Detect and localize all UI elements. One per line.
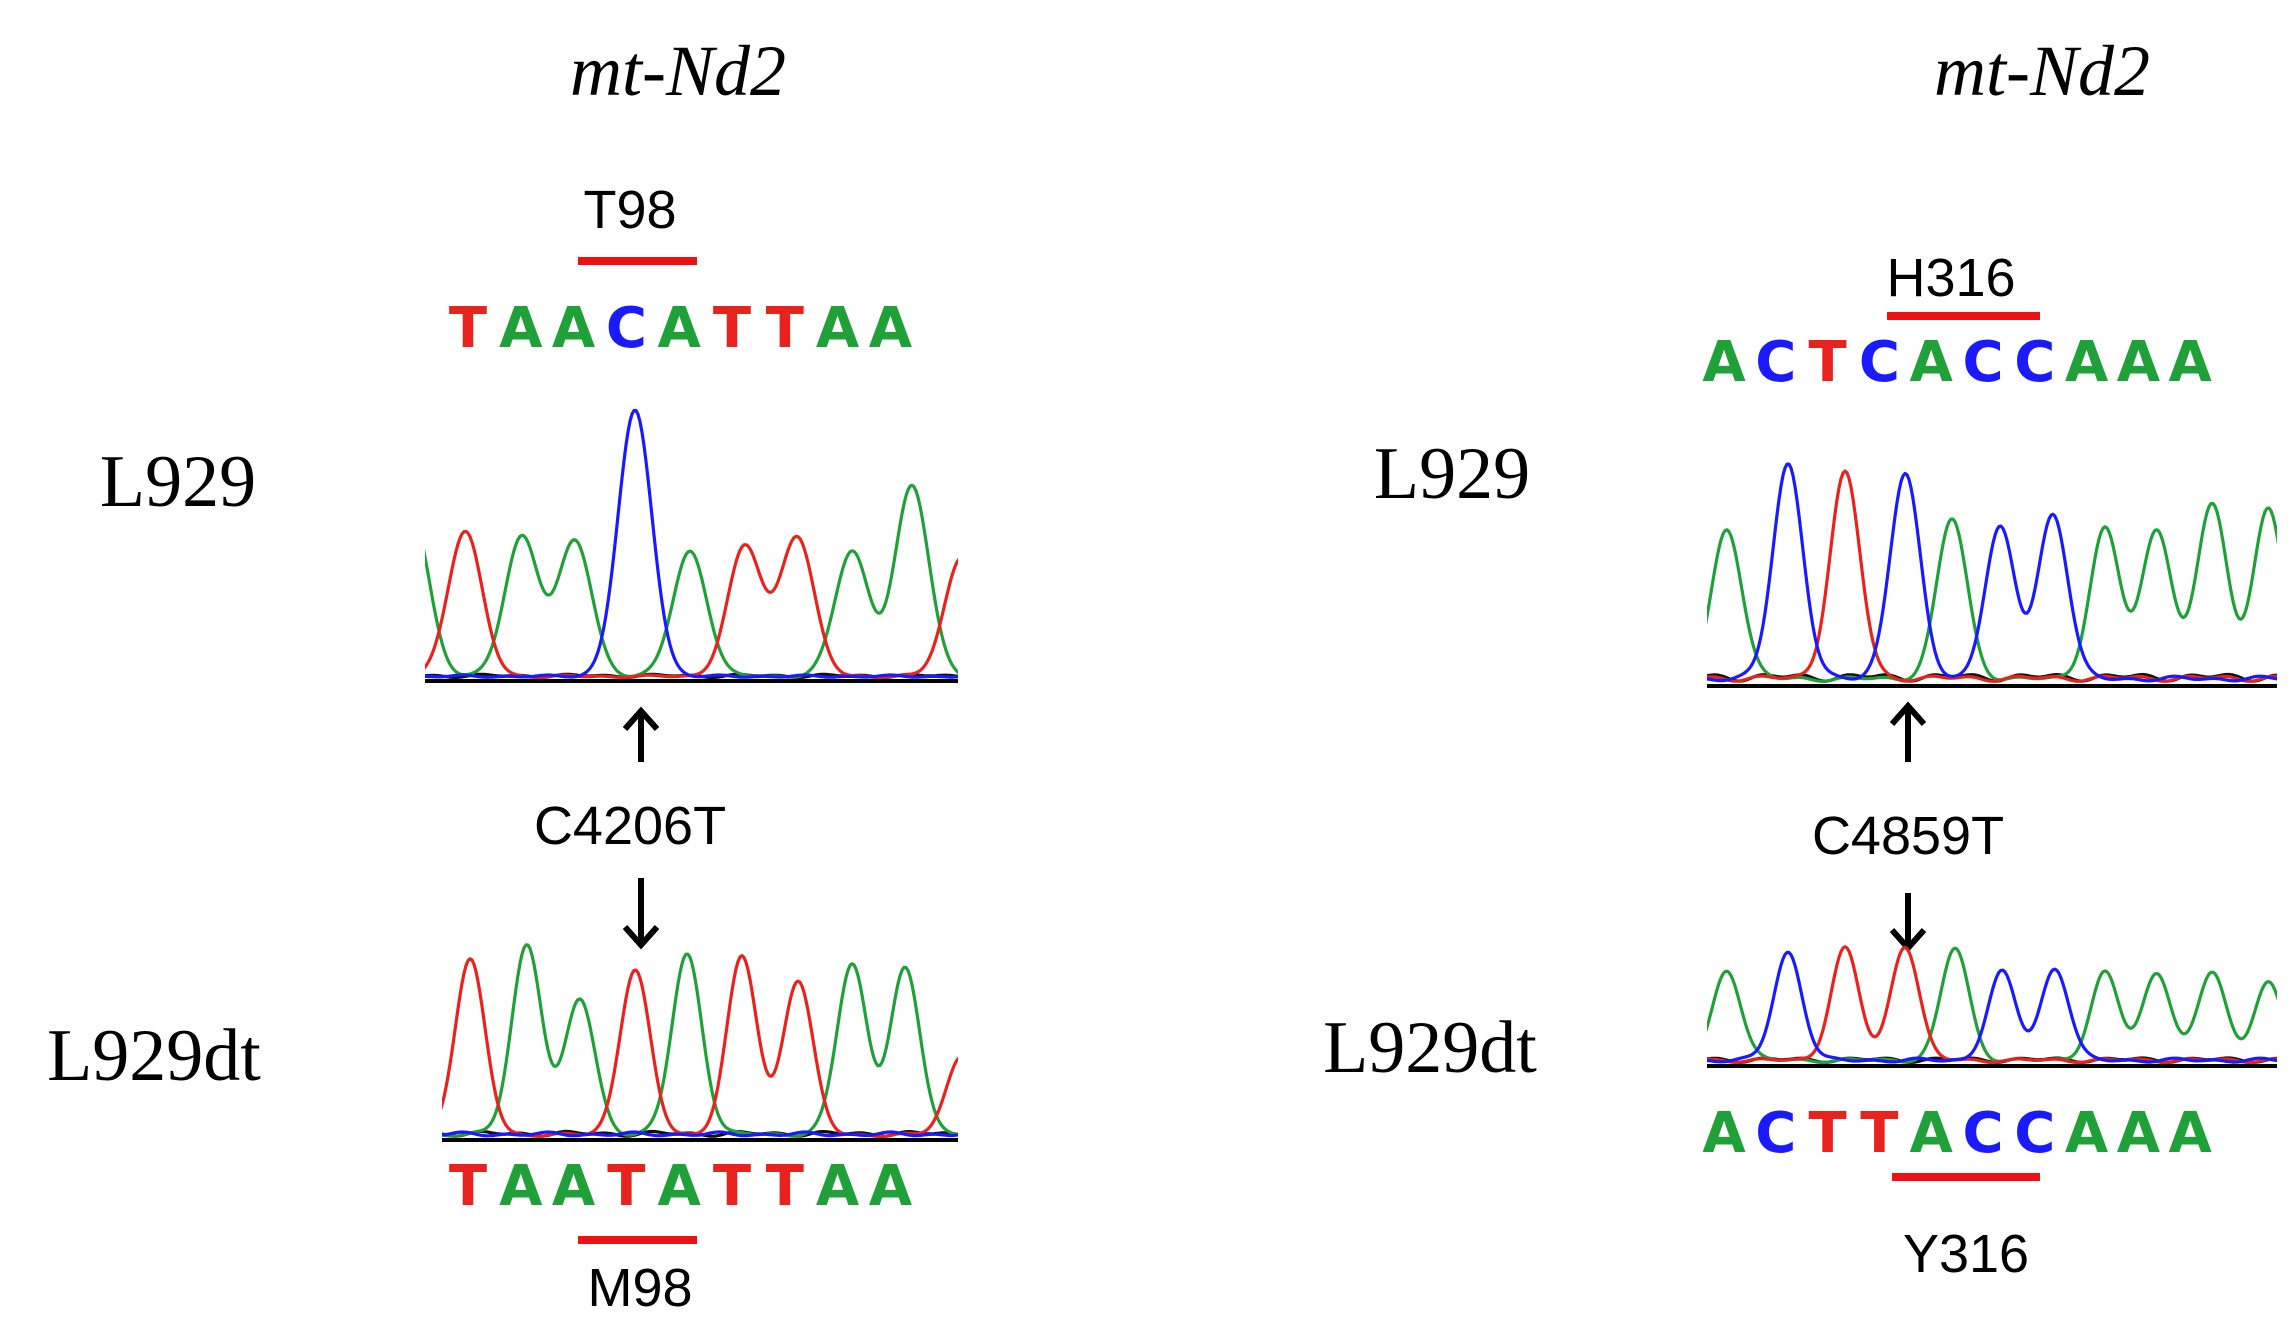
base-letter: C	[1755, 330, 1796, 395]
base-letter: A	[2169, 1101, 2213, 1166]
trace-A	[1707, 501, 2277, 683]
base-letter: A	[816, 296, 860, 361]
base-letter: T	[1808, 1101, 1846, 1166]
base-letter: A	[499, 1154, 543, 1219]
mut-codon-label: Y316	[1903, 1224, 2029, 1284]
base-letter: C	[606, 296, 647, 361]
base-letter: A	[2065, 1101, 2109, 1166]
base-letter: T	[449, 296, 487, 361]
mut-chromatogram	[442, 943, 958, 1138]
base-letter: A	[2065, 330, 2109, 395]
wt-codon-label: T98	[583, 180, 676, 240]
base-letter: A	[1702, 330, 1746, 395]
base-letter: T	[1808, 330, 1846, 395]
base-letter: C	[2014, 1101, 2055, 1166]
mut-sample-label: L929dt	[47, 1015, 261, 1097]
mut-chromatogram	[1707, 945, 2277, 1065]
up-arrow	[622, 706, 660, 762]
base-letter: T	[607, 1154, 645, 1219]
trace-C	[1707, 950, 2277, 1064]
base-letter: T	[1860, 1101, 1898, 1166]
wt-sample-label: L929	[1374, 433, 1530, 515]
mutation-label: C4206T	[534, 796, 726, 856]
trace-C	[1707, 462, 2277, 683]
trace-A	[1707, 946, 2277, 1065]
base-letter: A	[869, 296, 913, 361]
base-letter: A	[1910, 330, 1954, 395]
trace-A	[425, 483, 958, 679]
base-letter: A	[1702, 1101, 1746, 1166]
trace-T	[1707, 945, 2277, 1065]
base-letter: A	[2169, 330, 2213, 395]
base-letter: C	[2014, 330, 2055, 395]
base-letter: A	[658, 1154, 702, 1219]
base-letter: A	[658, 296, 702, 361]
wt-sample-label: L929	[100, 441, 256, 523]
base-letter: A	[816, 1154, 860, 1219]
base-letter: T	[713, 1154, 751, 1219]
base-letter: A	[552, 296, 596, 361]
base-letter: T	[766, 296, 804, 361]
trace-C	[425, 408, 958, 679]
base-letter: A	[552, 1154, 596, 1219]
mutation-label: C4859T	[1812, 806, 2004, 866]
gene-title: mt-Nd2	[570, 31, 786, 111]
down-arrow	[1889, 893, 1927, 953]
base-letter: A	[1910, 1101, 1954, 1166]
trace-A	[442, 943, 958, 1138]
base-letter: A	[499, 296, 543, 361]
wt-chromatogram	[1707, 462, 2277, 683]
wt-chromatogram	[425, 408, 958, 680]
mut-codon-label: M98	[587, 1258, 692, 1318]
mut-sample-label: L929dt	[1323, 1007, 1537, 1089]
base-letter: C	[1755, 1101, 1796, 1166]
base-letter: T	[766, 1154, 804, 1219]
base-letter: T	[713, 296, 751, 361]
base-letter: C	[1962, 1101, 2003, 1166]
base-letter: C	[1962, 330, 2003, 395]
gene-title: mt-Nd2	[1934, 31, 2150, 111]
trace-C	[442, 1130, 958, 1138]
down-arrow	[622, 878, 660, 950]
base-letter: T	[449, 1154, 487, 1219]
base-letter: A	[869, 1154, 913, 1219]
base-letter: C	[1859, 330, 1900, 395]
base-letter: A	[2117, 330, 2161, 395]
up-arrow	[1889, 701, 1927, 762]
base-letter: A	[2117, 1101, 2161, 1166]
wt-codon-label: H316	[1886, 248, 2015, 308]
